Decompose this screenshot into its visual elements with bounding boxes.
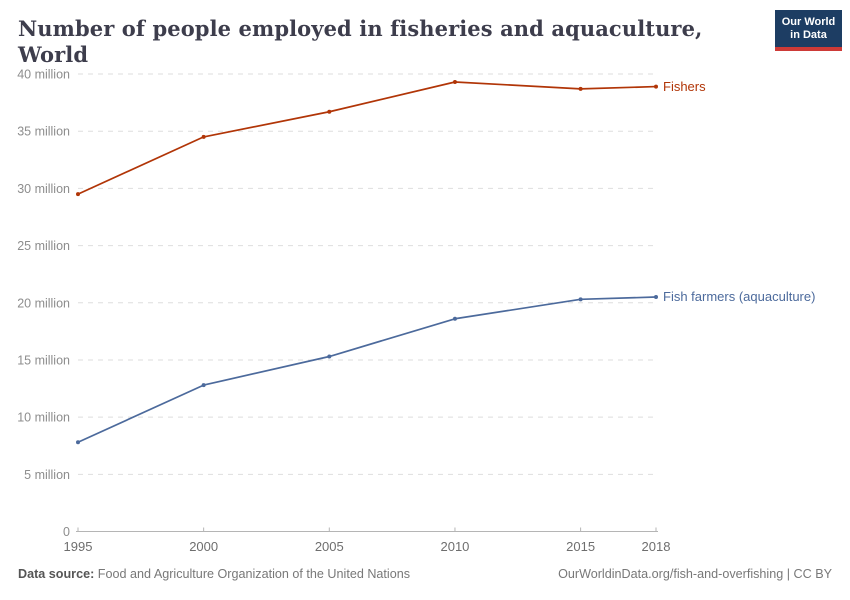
x-tick-label: 1995 xyxy=(64,539,93,554)
y-tick-label: 20 million xyxy=(17,296,70,310)
x-tick-label: 2018 xyxy=(642,539,671,554)
y-tick-label: 40 million xyxy=(17,68,70,82)
x-tick-label: 2015 xyxy=(566,539,595,554)
series-point-fishers-1995[interactable] xyxy=(76,192,80,197)
owid-logo-text-line2: in Data xyxy=(790,29,827,41)
chart-title: Number of people employed in fisheries a… xyxy=(18,16,703,68)
owid-logo-text-line1: Our World xyxy=(781,16,836,28)
series-point-fishers-2018[interactable] xyxy=(654,84,658,89)
y-tick-label: 0 xyxy=(63,525,70,539)
series-point-fish-farmers-aquaculture-1995[interactable] xyxy=(76,440,80,445)
x-tick-label: 2005 xyxy=(315,539,344,554)
series-point-fish-farmers-aquaculture-2005[interactable] xyxy=(327,354,332,359)
y-tick-label: 25 million xyxy=(17,239,70,253)
series-point-fish-farmers-aquaculture-2018[interactable] xyxy=(654,295,658,300)
series-point-fish-farmers-aquaculture-2015[interactable] xyxy=(578,297,583,302)
series-point-fishers-2010[interactable] xyxy=(452,80,457,85)
series-line-fish-farmers-aquaculture[interactable] xyxy=(77,296,657,444)
y-tick-label: 5 million xyxy=(24,468,70,482)
series-point-fish-farmers-aquaculture-2010[interactable] xyxy=(452,316,457,321)
y-tick-label: 30 million xyxy=(17,182,70,196)
owid-logo: Our World in Data xyxy=(775,10,842,51)
y-tick-label: 10 million xyxy=(17,411,70,425)
y-tick-label: 15 million xyxy=(17,353,70,367)
data-source-text: Food and Agriculture Organization of the… xyxy=(94,567,411,581)
credit-text: OurWorldinData.org/fish-and-overfishing … xyxy=(558,567,832,581)
series-label-fish-farmers-aquaculture[interactable]: Fish farmers (aquaculture) xyxy=(663,289,816,305)
data-source-label: Data source: xyxy=(18,567,95,581)
series-label-fishers[interactable]: Fishers xyxy=(663,78,706,94)
chart-footer: Data source: Food and Agriculture Organi… xyxy=(18,567,832,581)
series-point-fishers-2015[interactable] xyxy=(578,86,583,91)
series-point-fishers-2005[interactable] xyxy=(327,109,332,114)
x-tick-label: 2000 xyxy=(189,539,218,554)
series-point-fish-farmers-aquaculture-2000[interactable] xyxy=(201,383,206,388)
series-point-fishers-2000[interactable] xyxy=(201,134,206,139)
series-line-fishers[interactable] xyxy=(77,81,657,195)
data-source-note: Data source: Food and Agriculture Organi… xyxy=(18,567,410,581)
x-tick-label: 2010 xyxy=(440,539,469,554)
y-tick-label: 35 million xyxy=(17,125,70,139)
